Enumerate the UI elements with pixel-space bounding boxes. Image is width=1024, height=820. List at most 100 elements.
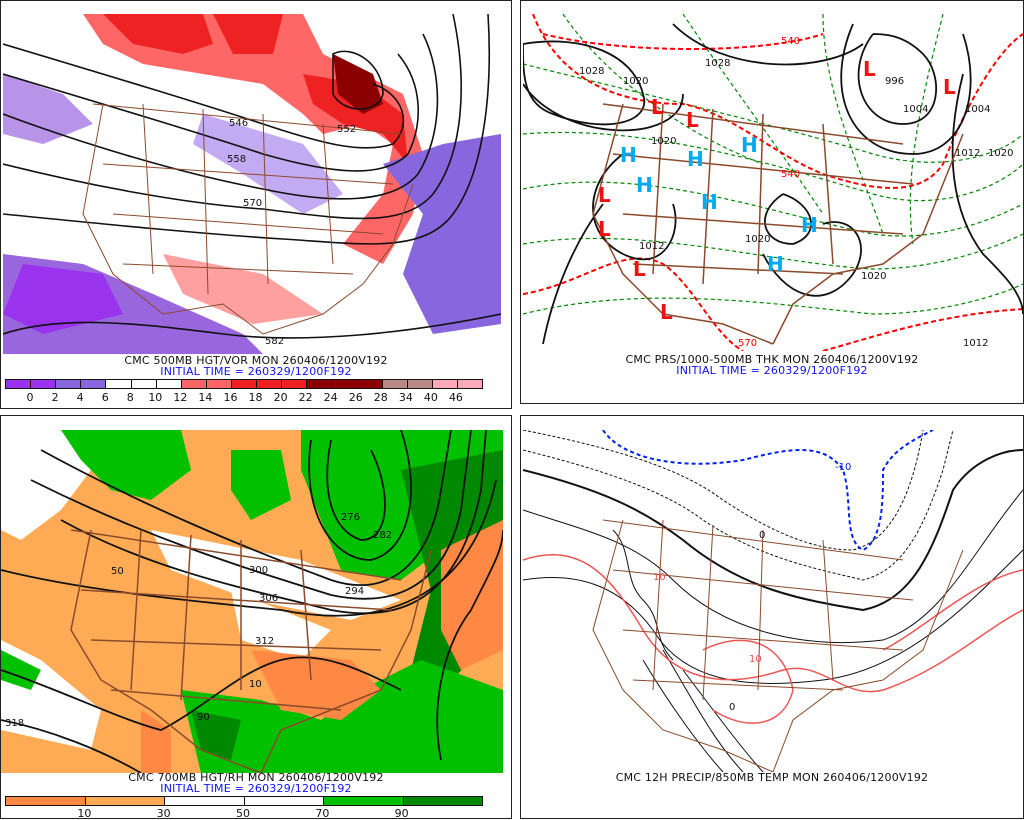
colorbar-swatch — [457, 380, 483, 388]
colorbar-label: 16 — [223, 391, 238, 404]
freezing-line — [602, 430, 934, 552]
colorbar-swatch — [307, 380, 333, 388]
colorbar-swatch — [231, 380, 258, 388]
contour-label: 0 — [759, 530, 765, 541]
colorbar-label: 18 — [248, 391, 263, 404]
colorbar-label: 90 — [394, 807, 409, 820]
colorbar-swatch — [382, 380, 408, 388]
colorbar-label: 26 — [348, 391, 363, 404]
map-pressure-svg: 1028 1020 1028 996 1004 1004 1012 1020 1… — [523, 14, 1023, 351]
panel-500mb-height-vorticity: 546 552 558 570 582 CMC 500MB HGT/VOR MO… — [0, 0, 512, 409]
thickness-label: 570 — [738, 338, 757, 349]
low-pressure-marker: L — [598, 217, 611, 241]
map-caption: CMC PRS/1000-500MB THK MON 260406/1200V1… — [625, 353, 919, 366]
isobar-label: 1020 — [623, 76, 648, 87]
colorbar-swatch — [206, 380, 232, 388]
low-pressure-marker: L — [633, 257, 646, 281]
colorbar-label: 12 — [173, 391, 188, 404]
contour-label: 582 — [265, 336, 284, 347]
map-700mb: 276 282 294 300 306 312 318 10 50 90 — [1, 430, 503, 773]
warm-contours — [523, 554, 1023, 724]
height-contours — [3, 14, 501, 339]
isobar-label: 1020 — [651, 136, 676, 147]
humidity-colorbar — [5, 796, 483, 806]
high-pressure-marker: H — [741, 133, 758, 157]
map-precip-svg: 0 -10 10 10 0 — [523, 430, 1023, 772]
isobar-label: 1020 — [745, 234, 770, 245]
vorticity-fill — [3, 14, 501, 354]
colorbar-label: 40 — [423, 391, 438, 404]
colorbar-label: 46 — [448, 391, 463, 404]
thickness-contours — [523, 14, 1023, 315]
colorbar-label: 50 — [236, 807, 250, 820]
colorbar-label: 8 — [126, 391, 134, 404]
colorbar-swatch — [165, 797, 245, 805]
colorbar-swatch — [6, 380, 32, 388]
colorbar-label: 34 — [398, 391, 413, 404]
colorbar-label: 22 — [298, 391, 313, 404]
map-pressure-thickness: 1028 1020 1028 996 1004 1004 1012 1020 1… — [523, 14, 1023, 351]
contour-label: 276 — [341, 512, 360, 523]
colorbar-label: 4 — [76, 391, 84, 404]
colorbar-label: 28 — [373, 391, 388, 404]
isobar-label: 1020 — [988, 148, 1013, 159]
contour-label: 306 — [259, 593, 278, 604]
colorbar-swatch — [332, 380, 358, 388]
colorbar-label: 30 — [156, 807, 171, 820]
isobar-label: 1020 — [861, 271, 886, 282]
low-pressure-marker: L — [598, 183, 611, 207]
colorbar-swatch — [257, 380, 283, 388]
panel-pressure-thickness: 1028 1020 1028 996 1004 1004 1012 1020 1… — [520, 0, 1024, 404]
contour-label: 294 — [345, 586, 364, 597]
high-pressure-marker: H — [636, 173, 653, 197]
isobar-label: 1028 — [705, 58, 730, 69]
map-500mb: 546 552 558 570 582 — [3, 14, 501, 354]
contour-label: 282 — [373, 530, 392, 541]
colorbar-swatch — [181, 380, 207, 388]
contour-label: 300 — [249, 565, 268, 576]
colorbar-swatch — [56, 380, 82, 388]
high-pressure-marker: H — [801, 213, 818, 237]
map-700mb-svg: 276 282 294 300 306 312 318 10 50 90 — [1, 430, 503, 773]
colorbar-label: 10 — [77, 807, 92, 820]
colorbar-swatch — [85, 797, 165, 805]
isobar-label: 996 — [885, 76, 904, 87]
map-caption: CMC 500MB HGT/VOR MON 260406/1200V192 — [124, 354, 388, 367]
high-pressure-marker: H — [687, 147, 704, 171]
colorbar-label: 10 — [148, 391, 163, 404]
colorbar-swatch — [407, 380, 433, 388]
temperature-contours — [523, 430, 1023, 772]
isobar-label: 1004 — [903, 104, 928, 115]
colorbar-swatch — [156, 380, 182, 388]
thickness-label: 540 — [781, 169, 800, 180]
low-pressure-marker: L — [943, 75, 956, 99]
initial-time: INITIAL TIME = 260329/1200F192 — [160, 365, 352, 378]
high-pressure-marker: H — [620, 143, 637, 167]
isobar-label: 1012 — [955, 148, 980, 159]
rh-label: 10 — [249, 679, 262, 690]
contour-label: 312 — [255, 636, 274, 647]
contour-label: 552 — [337, 124, 356, 135]
contour-label: 558 — [227, 154, 246, 165]
isobar-label: 1028 — [579, 66, 604, 77]
isobars — [523, 23, 1023, 345]
low-pressure-marker: L — [863, 57, 876, 81]
colorbar-swatch — [244, 797, 324, 805]
initial-time: INITIAL TIME = 260329/1200F192 — [676, 364, 868, 377]
colorbar-swatch — [324, 797, 404, 805]
colorbar-label: 24 — [323, 391, 338, 404]
contour-label: 546 — [229, 118, 248, 129]
colorbar-swatch — [31, 380, 57, 388]
rh-label: 90 — [197, 712, 210, 723]
isobar-label: 1012 — [639, 241, 664, 252]
rh-label: 50 — [111, 566, 124, 577]
isobar-label: 1004 — [965, 104, 990, 115]
contour-label: 570 — [243, 198, 262, 209]
colorbar-swatch — [6, 797, 86, 805]
contour-label: 10 — [749, 654, 762, 665]
contour-label: 0 — [729, 702, 735, 713]
map-caption: CMC 700MB HGT/RH MON 260406/1200V192 — [128, 771, 384, 784]
high-pressure-marker: H — [701, 190, 718, 214]
colorbar-label: 20 — [273, 391, 288, 404]
map-precip: 0 -10 10 10 0 — [523, 430, 1023, 772]
